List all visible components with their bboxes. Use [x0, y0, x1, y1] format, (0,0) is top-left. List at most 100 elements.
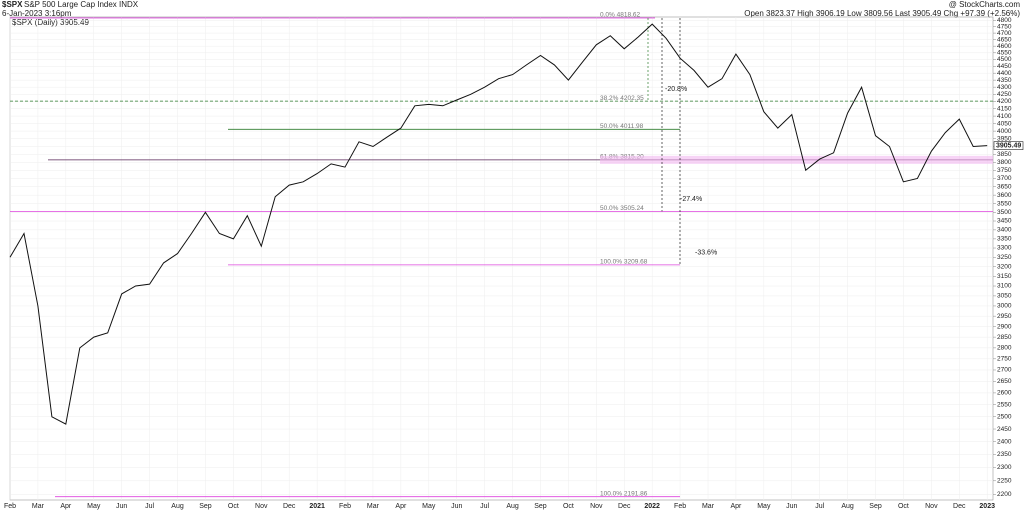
y-tick-label: 3550 — [997, 200, 1012, 207]
x-tick-label: Mar — [367, 503, 380, 510]
quote: Open 3823.37 High 3906.19 Low 3809.56 La… — [744, 9, 1020, 18]
x-tick-label: Apr — [395, 503, 407, 510]
x-tick-label: Jun — [116, 503, 127, 510]
x-tick-label: Dec — [283, 503, 296, 510]
y-tick-label: 4150 — [997, 105, 1012, 112]
y-tick-label: 4500 — [997, 56, 1012, 63]
x-tick-label: Aug — [171, 503, 184, 510]
last-price-label: 3905.49 — [996, 142, 1021, 149]
y-tick-label: 4000 — [997, 128, 1012, 135]
y-tick-label: 3750 — [997, 167, 1012, 174]
y-tick-label: 3250 — [997, 254, 1012, 261]
level-band — [600, 155, 993, 164]
last-price-box — [993, 141, 1024, 150]
move-label: -27.4% — [680, 196, 702, 203]
y-tick-label: 2900 — [997, 323, 1012, 330]
x-tick-label: Dec — [953, 503, 966, 510]
x-tick-label: Mar — [702, 503, 715, 510]
x-tick-label: May — [757, 503, 771, 510]
y-tick-label: 2350 — [997, 451, 1012, 458]
level-label: 100.0% 3209.68 — [600, 259, 648, 266]
x-tick-label: Feb — [674, 503, 686, 510]
y-tick-label: 4650 — [997, 36, 1012, 43]
y-tick-label: 3950 — [997, 135, 1012, 142]
x-tick-label: Jul — [145, 503, 154, 510]
x-tick-label: Sep — [534, 503, 547, 510]
y-tick-label: 2300 — [997, 464, 1012, 471]
y-tick-label: 3700 — [997, 175, 1012, 182]
y-tick-label: 4700 — [997, 30, 1012, 37]
symbol: $SPX — [2, 0, 23, 9]
y-tick-label: 3100 — [997, 283, 1012, 290]
x-tick-label: 2023 — [979, 503, 995, 510]
y-tick-label: 4300 — [997, 84, 1012, 91]
x-tick-label: May — [87, 503, 101, 510]
y-tick-label: 2650 — [997, 378, 1012, 385]
date: 6-Jan-2023 3:16pm — [2, 9, 72, 18]
y-tick-label: 3200 — [997, 263, 1012, 270]
y-tick-label: 3450 — [997, 218, 1012, 225]
y-tick-label: 4600 — [997, 43, 1012, 50]
x-tick-label: Jun — [786, 503, 797, 510]
move-label: -20.8% — [665, 86, 687, 93]
y-tick-label: 4750 — [997, 23, 1012, 30]
x-tick-label: May — [422, 503, 436, 510]
y-tick-label: 4100 — [997, 113, 1012, 120]
y-tick-label: 4350 — [997, 77, 1012, 84]
x-tick-label: Sep — [869, 503, 882, 510]
x-tick-label: Jul — [480, 503, 489, 510]
y-tick-label: 4800 — [997, 17, 1012, 24]
y-tick-label: 2700 — [997, 367, 1012, 374]
y-tick-label: 2600 — [997, 390, 1012, 397]
y-tick-label: 3600 — [997, 192, 1012, 199]
x-tick-label: Dec — [618, 503, 631, 510]
index-name: S&P 500 Large Cap Index INDX — [24, 0, 139, 9]
y-tick-label: 3650 — [997, 183, 1012, 190]
x-tick-label: 2022 — [644, 503, 660, 510]
legend: $SPX (Daily) 3905.49 — [12, 18, 89, 27]
y-tick-label: 3350 — [997, 236, 1012, 243]
y-tick-label: 3400 — [997, 227, 1012, 234]
y-tick-label: 4550 — [997, 50, 1012, 57]
x-tick-label: Nov — [255, 503, 268, 510]
y-tick-label: 2850 — [997, 334, 1012, 341]
x-tick-label: Apr — [730, 503, 742, 510]
level-label: 100.0% 2191.86 — [600, 490, 648, 497]
move-label: -33.6% — [695, 250, 717, 257]
y-tick-label: 3300 — [997, 245, 1012, 252]
y-tick-label: 4250 — [997, 91, 1012, 98]
x-tick-label: Feb — [339, 503, 351, 510]
x-tick-label: Sep — [199, 503, 212, 510]
y-tick-label: 2550 — [997, 401, 1012, 408]
level-label: 50.0% 3505.24 — [600, 205, 644, 212]
x-tick-label: Oct — [563, 503, 574, 510]
level-label: 50.0% 4011.98 — [600, 123, 644, 130]
y-tick-label: 4450 — [997, 63, 1012, 70]
y-tick-label: 2200 — [997, 491, 1012, 498]
x-tick-label: Jun — [451, 503, 462, 510]
x-tick-label: Apr — [60, 503, 72, 510]
x-tick-label: Feb — [4, 503, 16, 510]
x-tick-label: Mar — [32, 503, 45, 510]
y-tick-label: 2750 — [997, 356, 1012, 363]
source: @ StockCharts.com — [949, 0, 1021, 9]
price-line — [9, 23, 988, 425]
x-tick-label: Nov — [590, 503, 603, 510]
y-tick-label: 2950 — [997, 313, 1012, 320]
x-tick-label: Aug — [841, 503, 854, 510]
y-tick-label: 2400 — [997, 438, 1012, 445]
x-tick-label: Nov — [925, 503, 938, 510]
y-tick-label: 3000 — [997, 303, 1012, 310]
y-tick-label: 4050 — [997, 120, 1012, 127]
x-tick-label: Jul — [815, 503, 824, 510]
level-label: 38.2% 4202.35 — [600, 95, 644, 102]
x-tick-label: Oct — [228, 503, 239, 510]
y-tick-label: 2250 — [997, 478, 1012, 485]
x-tick-label: 2021 — [309, 503, 325, 510]
y-tick-label: 4200 — [997, 98, 1012, 105]
y-tick-label: 3850 — [997, 151, 1012, 158]
y-tick-label: 3800 — [997, 159, 1012, 166]
y-tick-label: 2800 — [997, 345, 1012, 352]
